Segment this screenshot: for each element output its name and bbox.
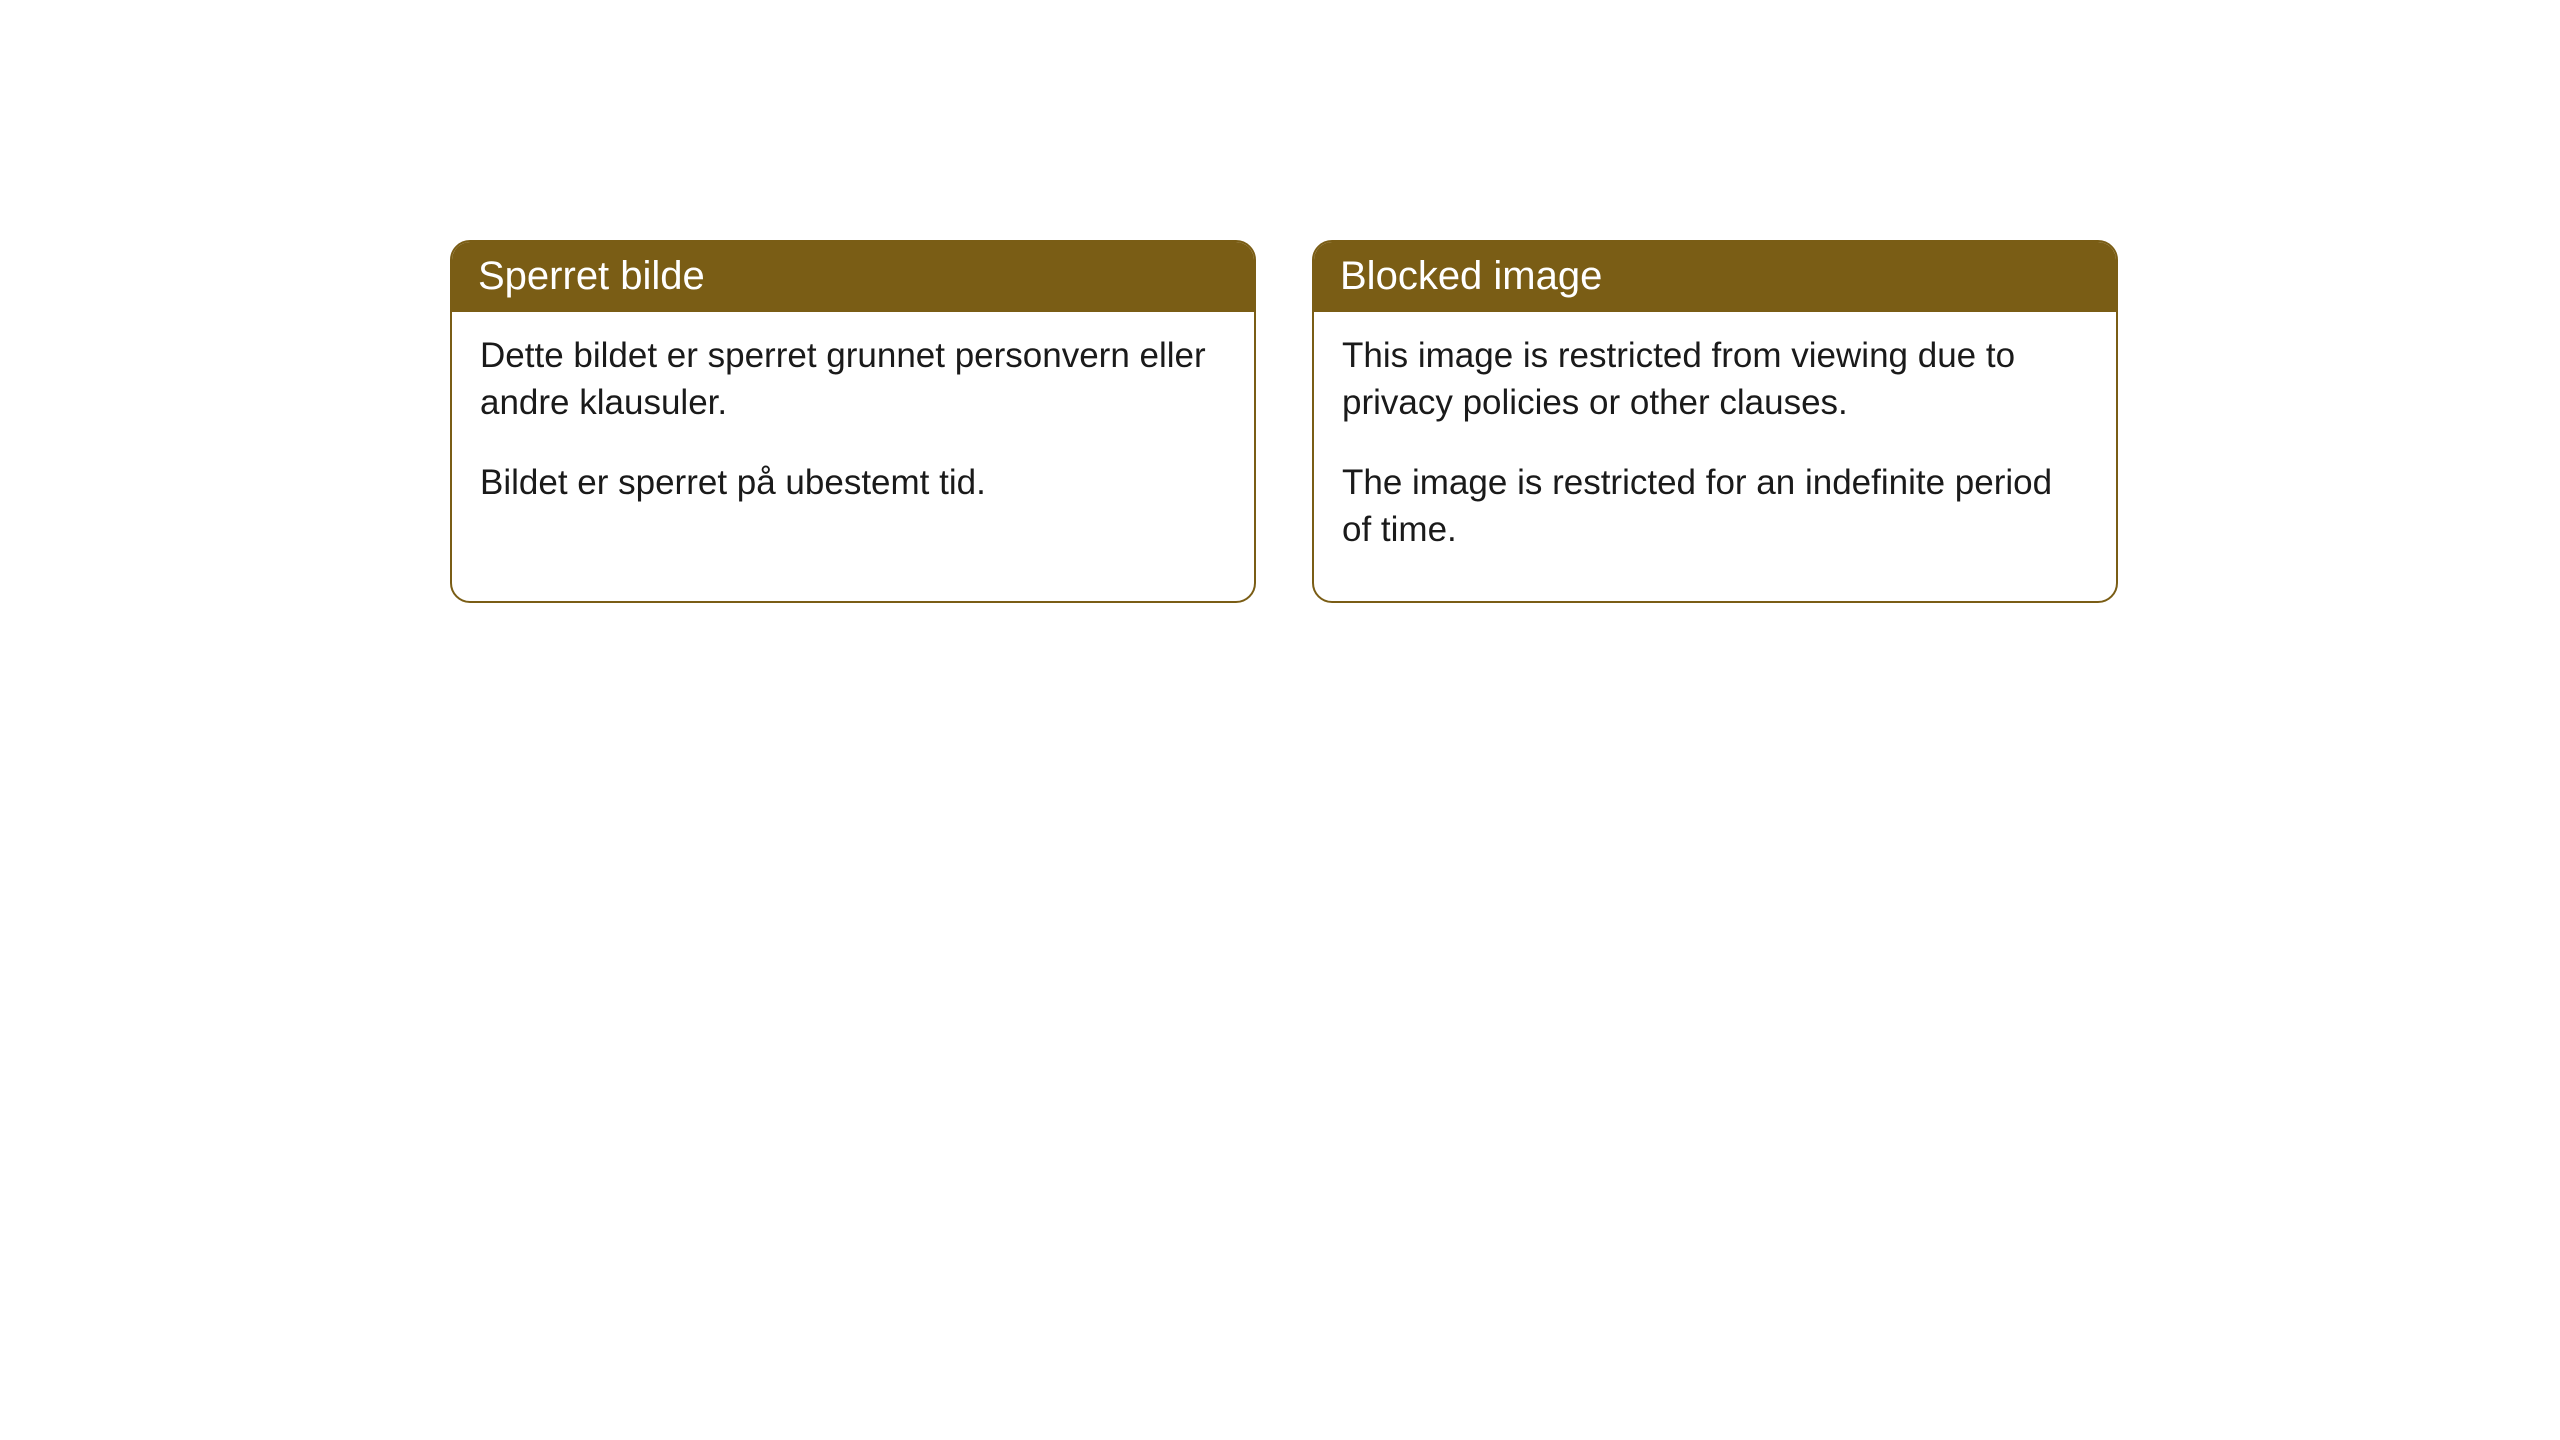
notice-paragraph: This image is restricted from viewing du… [1342,332,2088,427]
notice-paragraph: Dette bildet er sperret grunnet personve… [480,332,1226,427]
card-header-english: Blocked image [1314,242,2116,312]
blocked-image-card-english: Blocked image This image is restricted f… [1312,240,2118,603]
notice-container: Sperret bilde Dette bildet er sperret gr… [450,240,2118,603]
notice-paragraph: Bildet er sperret på ubestemt tid. [480,459,1226,506]
notice-paragraph: The image is restricted for an indefinit… [1342,459,2088,554]
blocked-image-card-norwegian: Sperret bilde Dette bildet er sperret gr… [450,240,1256,603]
card-body-english: This image is restricted from viewing du… [1314,312,2116,601]
card-body-norwegian: Dette bildet er sperret grunnet personve… [452,312,1254,554]
card-header-norwegian: Sperret bilde [452,242,1254,312]
